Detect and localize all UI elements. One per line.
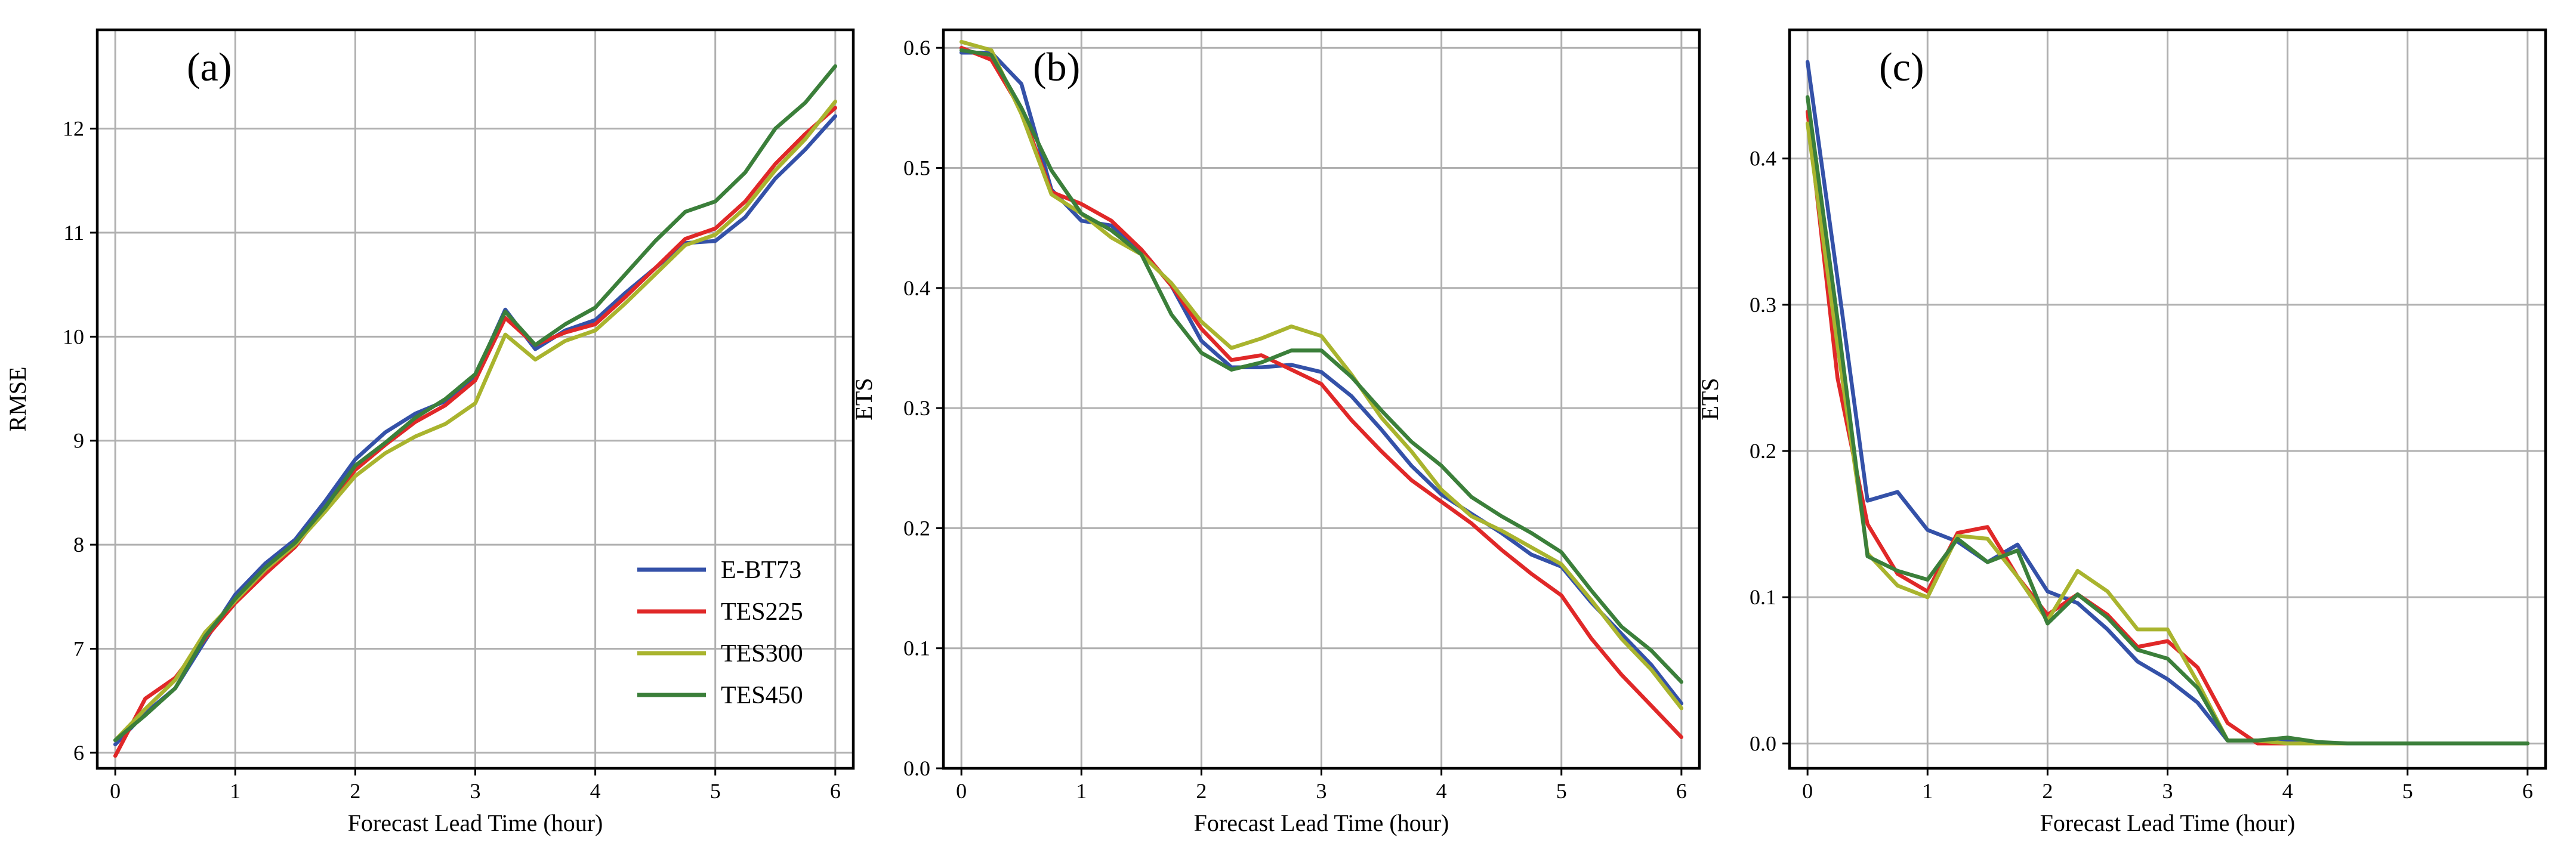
y-tick-label: 11 [63,221,84,245]
panel-label: (b) [1033,44,1080,89]
x-tick-label: 5 [710,779,721,803]
x-tick-label: 3 [470,779,481,803]
y-tick-label: 0.1 [1750,585,1776,609]
x-axis-label: Forecast Lead Time (hour) [2040,809,2296,836]
y-tick-label: 0.5 [903,156,930,180]
x-tick-label: 0 [110,779,121,803]
series-line-tes450 [959,48,1684,684]
y-tick-label: 0.3 [903,396,930,420]
y-tick-label: 0.6 [903,36,930,60]
legend-label-tes300: TES300 [721,640,803,668]
x-tick-label: 5 [2402,779,2413,803]
panel-label: (a) [187,44,232,89]
y-tick-label: 10 [63,325,84,348]
x-tick-label: 0 [956,779,967,803]
y-tick-label: 0.2 [1750,439,1776,463]
y-tick-label: 0.2 [903,516,930,540]
x-tick-label: 4 [590,779,601,803]
x-axis-label: Forecast Lead Time (hour) [1194,809,1449,836]
y-tick-label: 6 [73,741,84,765]
y-tick-label: 7 [73,636,84,660]
y-tick-label: 0.4 [903,276,930,300]
y-tick-label: 0.4 [1750,147,1776,171]
x-tick-label: 6 [830,779,841,803]
series-line-tes225 [959,45,1684,739]
panel-label: (c) [1879,44,1924,89]
series-line-tes450 [113,64,838,743]
series-line-tes450 [1805,95,2530,746]
x-tick-label: 6 [2522,779,2533,803]
x-tick-label: 2 [1196,779,1207,803]
x-tick-label: 3 [1316,779,1327,803]
y-axis-label: RMSE [4,367,31,432]
legend-label-tes225: TES225 [721,598,803,626]
y-tick-label: 9 [73,429,84,453]
x-axis-label: Forecast Lead Time (hour) [348,809,603,836]
y-tick-label: 0.3 [1750,293,1776,317]
y-tick-label: 0.0 [1750,731,1776,755]
y-tick-label: 0.0 [903,756,930,780]
x-tick-label: 4 [2282,779,2293,803]
y-tick-label: 0.1 [903,636,930,660]
legend-label-e-bt73: E-BT73 [721,557,801,584]
y-axis-label: ETS [850,378,877,420]
x-tick-label: 1 [1076,779,1087,803]
x-tick-label: 5 [1556,779,1567,803]
x-tick-label: 1 [1922,779,1933,803]
panel-b: 0 1 2 3 4 5 6 0.0 0.1 0.2 0.3 0.4 0.5 0.6 Forecast Lea… [850,28,1701,836]
panel-c: 0 1 2 3 4 5 6 0.0 0.1 0.2 0.3 0.4 Forecast Lead Time… [1696,28,2547,836]
y-axis-label: ETS [1696,378,1723,420]
x-tick-label: 4 [1436,779,1447,803]
x-tick-label: 0 [1802,779,1813,803]
x-tick-label: 1 [230,779,240,803]
x-tick-label: 3 [2162,779,2173,803]
legend-label-tes450: TES450 [721,682,803,709]
y-tick-label: 12 [63,117,84,141]
x-tick-label: 2 [2042,779,2053,803]
x-tick-label: 2 [350,779,360,803]
x-tick-label: 6 [1676,779,1687,803]
y-tick-label: 8 [73,533,84,557]
